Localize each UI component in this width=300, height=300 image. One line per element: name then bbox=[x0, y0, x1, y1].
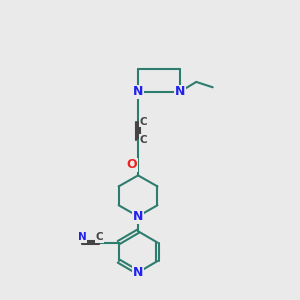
Text: O: O bbox=[126, 158, 137, 171]
Text: N: N bbox=[133, 210, 143, 223]
Text: N: N bbox=[133, 266, 143, 279]
Text: N: N bbox=[175, 85, 185, 98]
Text: C: C bbox=[140, 134, 147, 145]
Text: C: C bbox=[95, 232, 103, 242]
Text: C: C bbox=[140, 117, 147, 127]
Text: N: N bbox=[77, 232, 86, 242]
Text: N: N bbox=[133, 85, 143, 98]
